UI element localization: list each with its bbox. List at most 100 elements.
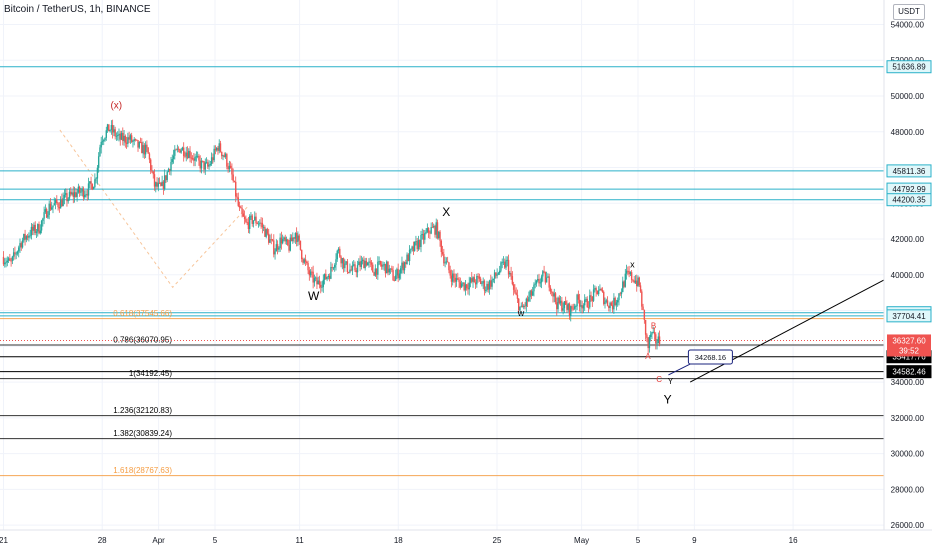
candle-body [287, 239, 289, 246]
candle-body [474, 282, 477, 285]
candle-body [657, 336, 660, 344]
candle-body [606, 300, 609, 306]
candle-body [170, 161, 172, 171]
candle-body [70, 191, 72, 195]
candle-body [11, 256, 14, 261]
fib-label: 1.382(30839.24) [113, 429, 172, 438]
candle-body [160, 182, 162, 186]
candle-body [63, 194, 66, 199]
candle-body [432, 226, 435, 228]
candle-body [465, 284, 468, 289]
candle-body [150, 159, 152, 171]
candle-body [648, 337, 651, 349]
candle-body [614, 297, 616, 306]
candle-body [53, 203, 55, 206]
wave-label: W [308, 289, 320, 303]
candle-body [161, 181, 163, 186]
candle-body [364, 260, 366, 269]
candle-body [165, 175, 167, 181]
candle-body [479, 278, 482, 284]
candle-body [47, 214, 49, 218]
candle-body [262, 227, 265, 228]
candle-body [398, 273, 401, 279]
candle-body [100, 141, 102, 148]
candle-body [316, 277, 318, 285]
candle-body [128, 137, 130, 140]
currency-button[interactable]: USDT [893, 4, 925, 20]
candle-body [122, 132, 124, 141]
candle-body [62, 198, 64, 207]
candle-body [649, 334, 652, 338]
candle-body [191, 158, 194, 159]
candle-body [568, 303, 571, 316]
candle-body [38, 224, 40, 234]
candle-body [421, 234, 423, 236]
grid [0, 0, 884, 530]
candle-body [213, 148, 215, 161]
candle-body [552, 291, 554, 297]
candle-body [264, 227, 266, 237]
candle-body [328, 275, 331, 279]
candle-body [493, 272, 496, 279]
candle-body [335, 259, 337, 265]
candle-body [410, 248, 412, 250]
candle-body [89, 181, 91, 184]
y-tick-label: 54000.00 [891, 20, 925, 29]
candle-body [31, 226, 34, 231]
candle-body [105, 130, 107, 138]
candle-body [58, 206, 61, 209]
candle-body [342, 258, 345, 269]
candle-body [597, 290, 600, 295]
candle-body [402, 262, 404, 271]
candle-body [134, 139, 137, 140]
candle-body [111, 125, 114, 133]
candle-body [457, 278, 459, 280]
price-tag-label: 34582.46 [892, 368, 926, 377]
candle-body [504, 261, 506, 268]
candle-body [147, 147, 149, 154]
candle-body [274, 251, 276, 255]
candle-body [252, 220, 255, 224]
wave-label: B [651, 321, 656, 330]
candle-body [228, 165, 231, 170]
candle-body [519, 306, 521, 311]
candle-body [270, 239, 272, 241]
candle-body [243, 216, 246, 220]
candle-body [392, 270, 394, 281]
candle-body [622, 281, 624, 293]
candle-body [181, 147, 184, 151]
candle-body [634, 280, 637, 283]
candle-body [199, 160, 201, 169]
candle-body [195, 156, 198, 158]
candle-body [610, 302, 613, 306]
candle-body [235, 181, 237, 197]
candle-body [326, 276, 328, 280]
candle-body [337, 248, 340, 251]
candle-body [652, 331, 654, 333]
candle-body [481, 283, 483, 285]
candle-body [212, 157, 214, 161]
candle-body [443, 254, 445, 264]
candle-body [529, 290, 531, 297]
candle-body [394, 275, 397, 281]
candle-body [655, 334, 657, 344]
candle-body [143, 145, 146, 155]
candle-body [210, 157, 213, 165]
candle-body [312, 271, 314, 283]
candle-body [26, 236, 29, 238]
candle-body [341, 258, 344, 264]
candle-body [530, 290, 533, 296]
candle-body [382, 265, 384, 267]
candle-body [51, 207, 53, 210]
candle-body [180, 150, 182, 153]
candle-body [237, 197, 239, 206]
candle-body [241, 208, 243, 214]
candle-body [501, 262, 503, 264]
candle-body [658, 336, 661, 344]
candle-body [427, 227, 430, 233]
candle-body [573, 306, 576, 309]
candle-body [592, 289, 595, 301]
candle-body [10, 260, 12, 262]
candle-body [523, 305, 525, 308]
